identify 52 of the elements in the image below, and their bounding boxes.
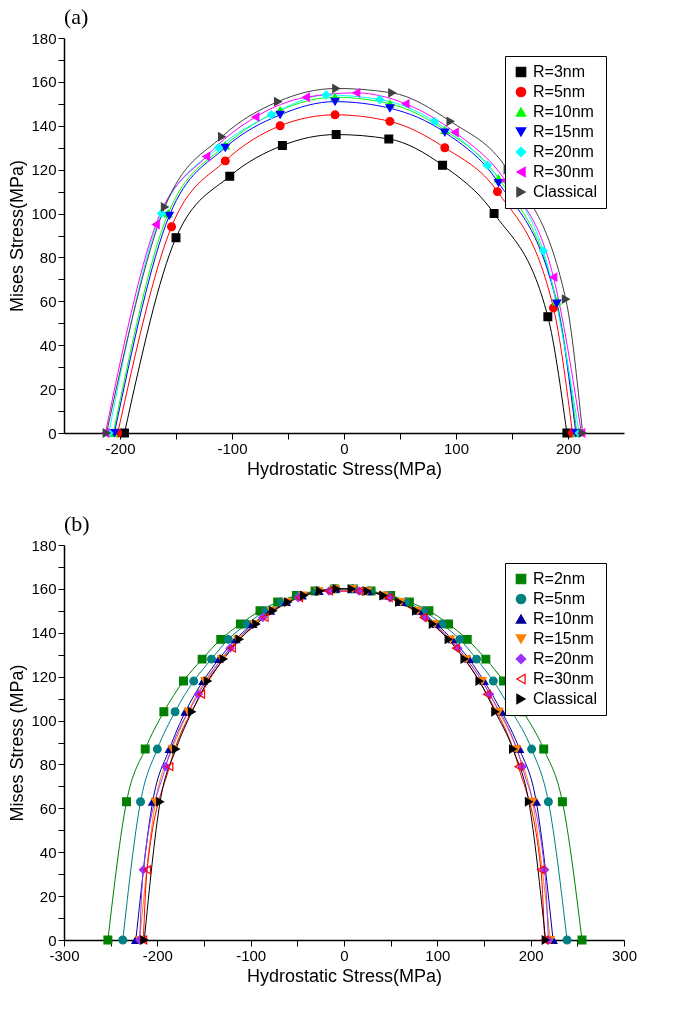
legend-label: Classical <box>533 183 598 200</box>
legend-label: R=2nm <box>533 570 586 587</box>
y-tick-label: 180 <box>31 536 57 554</box>
legend-label: R=15nm <box>533 630 594 647</box>
x-tick-label: -200 <box>142 946 173 964</box>
legend-label: R=10nm <box>533 103 594 120</box>
x-tick-label: 0 <box>340 439 349 457</box>
legend-label: R=20nm <box>533 143 594 160</box>
x-tick-label: 100 <box>443 439 470 457</box>
y-tick-label: 120 <box>31 668 57 686</box>
y-tick-label: 80 <box>39 755 57 773</box>
legend-label: R=15nm <box>533 123 594 140</box>
y-tick-label: 60 <box>39 292 57 310</box>
x-tick-label: 200 <box>518 946 544 964</box>
y-tick-label: 20 <box>39 380 57 398</box>
y-tick-label: 80 <box>39 248 57 266</box>
y-tick-label: 120 <box>31 161 57 179</box>
x-tick-label: -300 <box>49 946 80 964</box>
legend-label: R=10nm <box>533 610 594 627</box>
y-tick-label: 160 <box>31 73 57 91</box>
x-axis-title: Hydrostatic Stress(MPa) <box>246 458 443 479</box>
y-tick-label: 100 <box>31 712 57 730</box>
legend-label: Classical <box>533 690 598 707</box>
x-tick-label: 0 <box>340 946 349 964</box>
x-tick-label: -100 <box>217 439 248 457</box>
y-tick-label: 20 <box>39 887 57 905</box>
x-tick-label: 200 <box>555 439 582 457</box>
y-tick-label: 140 <box>31 624 57 642</box>
y-tick-label: 40 <box>39 843 57 861</box>
x-axis-title: Hydrostatic Stress(MPa) <box>246 965 443 986</box>
y-tick-label: 0 <box>48 931 57 949</box>
y-tick-label: 40 <box>39 336 57 354</box>
chart-title: (b) <box>64 511 90 536</box>
y-tick-label: 100 <box>31 205 57 223</box>
legend-label: R=30nm <box>533 163 594 180</box>
y-tick-label: 140 <box>31 117 57 135</box>
legend-label: R=5nm <box>533 590 586 607</box>
y-axis-title: Mises Stress(MPa) <box>7 159 28 313</box>
legend-label: R=5nm <box>533 83 586 100</box>
y-tick-label: 180 <box>31 29 57 47</box>
legend-label: R=30nm <box>533 670 594 687</box>
x-tick-label: -100 <box>236 946 267 964</box>
y-tick-label: 0 <box>48 424 57 442</box>
y-tick-label: 160 <box>31 580 57 598</box>
x-tick-label: -200 <box>105 439 136 457</box>
chart-title: (a) <box>64 4 89 29</box>
y-tick-label: 60 <box>39 799 57 817</box>
legend-label: R=20nm <box>533 650 594 667</box>
x-tick-label: 300 <box>611 946 638 964</box>
y-axis-title: Mises Stress (MPa) <box>7 664 28 822</box>
legend-label: R=3nm <box>533 63 586 80</box>
x-tick-label: 100 <box>425 946 451 964</box>
